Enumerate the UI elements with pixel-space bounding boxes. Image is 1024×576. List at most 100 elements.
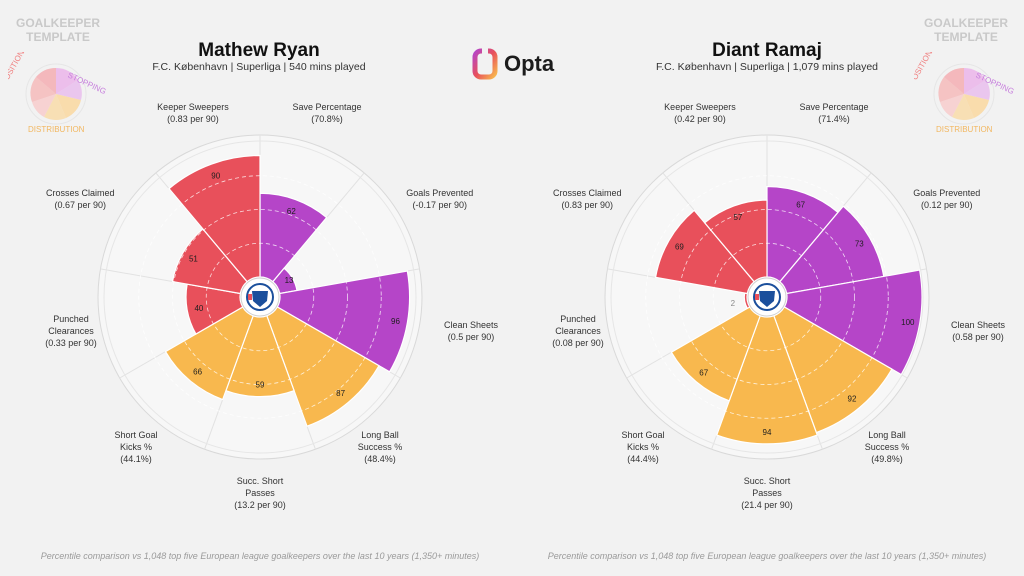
metric-label-line: Clearances [555,326,601,337]
metric-label-line: Keeper Sweepers [157,101,229,112]
polar-bar [266,306,380,427]
polar-value-label: 73 [855,240,864,249]
metric-label-line: Kicks % [119,442,152,453]
metric-label-line: (13.2 per 90) [234,500,286,510]
metric-label-line: Clearances [48,326,94,337]
metric-label: Save Percentage (71.4%) [800,101,869,125]
metric-label-line: Clean Sheets [950,320,1006,331]
metric-label-line: Goals Prevented [913,188,981,198]
polar-grid-ring [712,242,822,352]
polar-value-label: 40 [194,304,203,313]
metric-label-line: (0.12 per 90) [920,200,973,210]
metric-label: Keeper Sweepers (0.42 per 90) [664,101,736,125]
metric-label-line: Long Ball [868,430,906,441]
metric-label-line: Passes [245,488,275,498]
polar-bar [168,154,261,283]
metric-label-line: Crosses Claimed [45,188,115,198]
metric-label: Crosses Claimed (0.83 per 90) [553,187,622,211]
metric-label-line: (44.4%) [627,454,659,465]
polar-max-ring [610,140,924,454]
polar-value-label: 92 [848,394,857,403]
team-badge-accent [248,294,252,300]
polar-value-label: 100 [901,318,915,327]
metric-label-line: Kicks % [626,442,659,453]
metric-label-line: (0.58 per 90) [952,332,1004,343]
template-title-line2: TEMPLATE [934,30,998,44]
opta-logo-icon [472,48,498,80]
metric-label-line: (0.67 per 90) [54,200,107,210]
polar-grid-ring [205,242,315,352]
polar-bar [259,192,328,283]
metric-label-line: (49.8%) [871,454,903,465]
metric-label-line: Save Percentage [799,101,869,112]
footnote-right: Percentile comparison vs 1,048 top five … [547,551,987,561]
metric-label-line: (71.4%) [818,113,850,124]
polar-value-label: 87 [336,389,345,398]
player-name-left: Mathew Ryan [198,40,320,61]
polar-value-label: 51 [189,255,198,264]
metric-label: Succ. Short Passes (13.2 per 90) [234,475,286,511]
polar-value-label: 66 [193,367,202,376]
polar-grid-ring [679,209,855,385]
metric-label-line: (0.42 per 90) [674,113,726,124]
metric-label-line: (0.83 per 90) [561,200,614,210]
polar-grid-ring [172,209,348,385]
metric-label: Succ. Short Passes (21.4 per 90) [741,475,793,511]
polar-bar [766,185,839,283]
metric-label-line: (0.33 per 90) [45,338,97,349]
mini-distribution-label: DISTRIBUTION [936,125,993,134]
polar-value-label: 57 [733,213,742,222]
metric-label-line: Keeper Sweepers [664,101,736,112]
template-title-line2: TEMPLATE [26,30,90,44]
polar-value-label: 90 [211,171,220,180]
polar-value-label: 62 [287,207,296,216]
metric-label-line: Short Goal [621,430,665,441]
team-badge-shield [759,291,775,307]
template-title-right: GOALKEEPER TEMPLATE [911,16,1021,44]
metric-label-line: (-0.17 per 90) [412,200,467,210]
polar-value-label: 13 [285,276,294,285]
metric-label-line: Punched [53,314,89,325]
metric-label: Long Ball Success % (48.4%) [358,429,403,465]
metric-label: Keeper Sweepers (0.83 per 90) [157,101,229,125]
polar-bar [654,209,755,295]
team-badge-accent [755,294,759,300]
template-mini-chart-left: POSITIONING STOPPING DISTRIBUTION [8,52,107,134]
metric-label-line: Success % [357,442,403,453]
metric-label: Clean Sheets (0.5 per 90) [444,319,498,343]
player-subtitle-right: F.C. København | Superliga | 1,079 mins … [656,61,878,73]
metric-label: Short Goal Kicks % (44.4%) [621,429,664,465]
metric-label-line: (21.4 per 90) [741,500,793,510]
metric-label: Clean Sheets (0.58 per 90) [951,319,1005,343]
metric-label: Long Ball Success % (49.8%) [865,429,910,465]
polar-value-label: 59 [256,381,265,390]
polar-bar [773,306,893,434]
opta-logo-text: Opta [504,51,555,76]
metric-label-line: Save Percentage [292,101,362,112]
metric-label-line: (70.8%) [311,113,343,124]
player-subtitle-left: F.C. København | Superliga | 540 mins pl… [152,61,366,73]
footnote-left: Percentile comparison vs 1,048 top five … [40,551,480,561]
metric-label: Punched Clearances (0.08 per 90) [552,313,604,349]
metric-label-line: Long Ball [361,430,399,441]
polar-max-ring [103,140,417,454]
polar-value-label: 67 [796,200,805,209]
polar-bar [715,315,819,445]
metric-label-line: Goals Prevented [406,188,474,198]
metric-label-line: Punched [560,314,596,325]
polar-value-label: 67 [699,368,708,377]
polar-bar [670,306,761,402]
polar-bar [783,269,923,376]
metric-label-line: Clean Sheets [443,320,499,331]
metric-label: Crosses Claimed (0.67 per 90) [46,187,115,211]
metric-label-line: Passes [752,488,782,498]
mini-distribution-label: DISTRIBUTION [28,125,85,134]
template-mini-chart-right: POSITIONING STOPPING DISTRIBUTION [914,52,1014,134]
metric-label: Goals Prevented (0.12 per 90) [913,187,980,211]
metric-label-line: Short Goal [114,430,158,441]
template-title-left: GOALKEEPER TEMPLATE [3,16,113,44]
polar-value-label: 2 [731,299,736,308]
polar-grid-ring [138,175,382,419]
opta-logo: Opta [472,48,554,80]
player-name-right: Diant Ramaj [712,40,822,61]
